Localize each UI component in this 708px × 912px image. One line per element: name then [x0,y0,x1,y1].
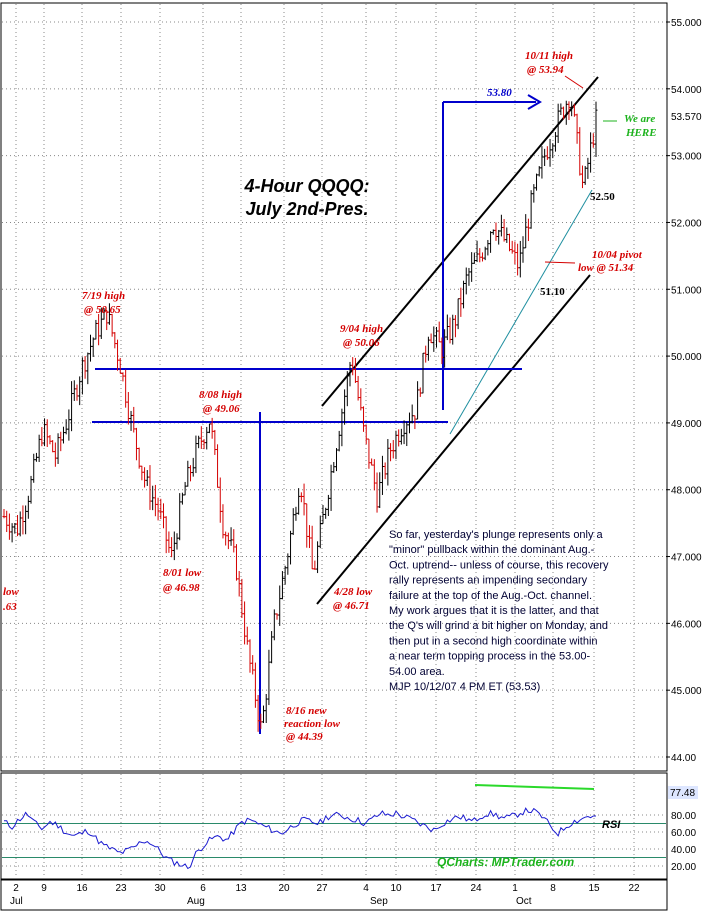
date-tick-label: 30 [154,883,166,894]
rsi-label: RSI [602,819,621,831]
date-tick-label: 15 [588,883,600,894]
annotation-0816-low-text: reaction low [284,718,341,730]
annotation-1011-high: 10/11 high [525,50,573,62]
month-label: Oct [516,896,532,907]
annotation-here: We are [624,113,655,125]
commentary-line: the Q's will grind a bit higher on Monda… [389,620,608,632]
commentary-line: failure at the top of the Aug.-Oct. chan… [389,590,592,602]
rsi-axis: 80.00 60.00 40.00 20.00 [671,811,696,873]
date-tick-label: 10 [390,883,402,894]
commentary-line: "minor" pullback within the dominant Aug… [389,544,595,556]
price-tick-label: 44.00 [671,753,696,764]
commentary-line: 54.00 area. [389,666,445,678]
rsi-tick-label: 40.00 [671,845,696,856]
annotation-left-low: low [3,586,20,598]
price-tick-label: 48.000 [671,486,702,497]
commentary-line: then put in a second high coordinate wit… [389,635,598,647]
price-tick-label: 46.000 [671,619,702,630]
rsi-line [4,807,596,870]
last-price-label: 53.570 [671,112,702,123]
vertical-gridlines [15,4,635,878]
annotation-0801-low: 8/01 low [163,567,202,579]
annotation-5110: 51.10 [540,286,565,298]
annotation-here-2: HERE [625,127,657,139]
annotation-0719-high-value: @ 50.65 [84,304,121,316]
channel-mid-line [449,189,593,435]
price-tick-label: 55.000 [671,18,702,29]
annotation-1004-low: 10/04 pivot [592,249,643,261]
date-tick-label: 27 [316,883,328,894]
date-tick-label: 22 [628,883,640,894]
date-tick-label: 4 [363,883,369,894]
commentary-line: My work argues that it is the latter, an… [389,605,599,617]
price-tick-label: 49.000 [671,419,702,430]
date-tick-label: 6 [200,883,206,894]
month-label: Sep [370,896,388,907]
annotation-1011-high-value: @ 53.94 [527,64,564,76]
price-tick-label: 50.000 [671,352,702,363]
annotation-left-low-value: .63 [3,601,17,613]
annotation-0904-high-value: @ 50.06 [343,337,380,349]
commentary-line: So far, yesterday's plunge represents on… [389,529,604,541]
annotation-0828-low-value: @ 46.71 [333,600,370,612]
annotation-0801-low-value: @ 46.98 [163,582,200,594]
price-axis: 44.00 45.000 46.000 47.000 48.000 49.000 50.00… [666,18,702,764]
commentary-block: So far, yesterday's plunge represents on… [389,529,609,693]
rsi-green-divergence [474,784,595,790]
pointer-1011 [564,75,584,89]
date-tick-label: 8 [550,883,556,894]
price-tick-label: 53.000 [671,152,702,163]
annotation-0719-high: 7/19 high [82,290,125,302]
date-tick-label: 24 [470,883,482,894]
target-arrow-head [527,94,542,110]
date-tick-label: 1 [512,883,518,894]
chart-subtitle: July 2nd-Pres. [245,199,368,219]
price-candles [2,100,598,732]
rsi-tick-label: 60.00 [671,828,696,839]
channel-upper-line [321,76,599,407]
price-tick-label: 52.000 [671,218,702,229]
channel-lower-line [316,274,591,605]
rsi-tick-label: 20.00 [671,862,696,873]
annotation-1004-low-value: low @ 51.34 [578,262,634,274]
date-tick-label: 23 [115,883,127,894]
pointer-1004 [544,261,576,264]
commentary-line: MJP 10/12/07 4 PM ET (53.53) [389,681,540,693]
rsi-last-box [668,786,698,799]
annotation-0828-low: 4/28 low [333,586,373,598]
annotation-0816-low-value: @ 44.39 [286,731,323,743]
date-tick-label: 16 [76,883,88,894]
commentary-line: Oct. uptrend-- unless of course, this re… [389,559,609,571]
last-price-box [668,110,708,123]
annotation-0816-low: 8/16 new [286,705,327,717]
annotation-0808-high: 8/08 high [199,389,242,401]
commentary-line: rally represents an impending secondary [389,575,588,587]
month-label: Jul [10,896,23,907]
annotation-0808-high-value: @ 49.06 [203,403,240,415]
price-tick-label: 54.000 [671,85,702,96]
annotation-target: 53.80 [487,87,512,99]
rsi-panel [0,772,668,880]
annotation-5250: 52.50 [590,191,615,203]
rsi-last-label: 77.48 [670,788,695,799]
price-tick-label: 45.000 [671,686,702,697]
chart-title: 4-Hour QQQQ: [244,176,370,196]
date-tick-label: 9 [41,883,47,894]
x-axis-strip [0,879,668,911]
rsi-tick-label: 80.00 [671,811,696,822]
price-tick-label: 51.000 [671,285,702,296]
date-tick-label: 17 [430,883,442,894]
date-axis: 2 9 16 23 30 6 13 20 27 4 10 17 24 1 8 15 22 Jul Aug Sep Oct [10,883,640,907]
price-tick-label: 47.000 [671,553,702,564]
date-tick-label: 2 [13,883,19,894]
annotation-0904-high: 9/04 high [340,323,383,335]
month-label: Aug [187,896,205,907]
price-panel [0,2,668,772]
date-tick-label: 13 [235,883,247,894]
commentary-line: a near term topping process in the 53.00… [389,651,591,663]
credit-label: QCharts: MPTrader.com [437,855,574,869]
rsi-gridlines [2,814,666,867]
date-tick-label: 20 [278,883,290,894]
